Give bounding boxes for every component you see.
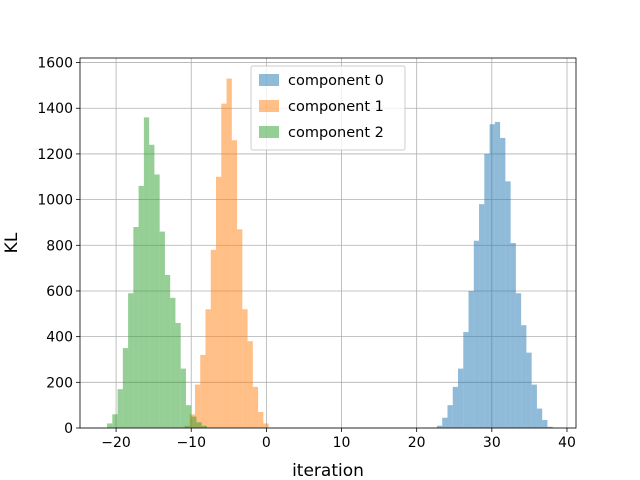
x-tick-label: 30 [483, 435, 501, 451]
bar-component-2 [143, 117, 150, 428]
y-tick-label: 0 [64, 421, 73, 437]
bar-component-0 [447, 405, 453, 428]
bar-component-0 [463, 332, 469, 428]
bar-component-0 [436, 425, 443, 428]
bar-component-0 [458, 368, 464, 428]
bar-component-0 [510, 243, 516, 428]
bar-component-0 [442, 417, 448, 428]
bar-component-1 [194, 384, 201, 428]
x-tick-label: 0 [262, 435, 271, 451]
bar-component-0 [479, 204, 485, 428]
axis-ticks: −20 −10 0 10 20 30 400200400600800100012001400… [37, 56, 576, 451]
bar-component-1 [221, 103, 227, 428]
bar-component-2 [191, 416, 197, 428]
bar-component-2 [122, 348, 129, 428]
bar-component-1 [216, 176, 222, 428]
legend-swatch-2 [259, 126, 279, 138]
bar-component-1 [200, 354, 206, 428]
bar-component-2 [149, 144, 155, 428]
bar-component-0 [484, 153, 490, 429]
x-tick-label: 10 [333, 435, 351, 451]
bar-component-1 [263, 423, 269, 428]
bar-component-0 [468, 290, 474, 428]
bar-component-1 [210, 249, 217, 428]
y-tick-label: 1600 [37, 56, 73, 72]
bar-component-0 [500, 137, 506, 428]
y-tick-label: 600 [46, 284, 73, 300]
bar-component-0 [494, 121, 501, 428]
bar-component-0 [489, 124, 495, 429]
bar-component-2 [196, 422, 202, 428]
bar-component-2 [159, 231, 165, 428]
bar-component-0 [452, 386, 459, 428]
x-tick-label: 20 [408, 435, 426, 451]
bar-component-0 [547, 426, 553, 428]
bar-component-1 [258, 412, 264, 428]
bar-component-2 [175, 322, 181, 428]
bar-component-0 [536, 408, 543, 428]
y-tick-label: 1400 [37, 101, 73, 117]
legend-label-1: component 1 [288, 99, 384, 115]
bar-component-1 [252, 386, 259, 428]
legend-swatch-0 [259, 74, 279, 86]
bar-component-0 [542, 420, 548, 428]
bar-component-1 [242, 309, 248, 428]
y-tick-label: 800 [46, 238, 73, 254]
bar-component-2 [133, 227, 139, 428]
legend-label-0: component 0 [288, 73, 384, 89]
bar-component-1 [247, 341, 253, 428]
bar-component-0 [531, 384, 537, 428]
x-tick-label: 40 [558, 435, 576, 451]
y-tick-label: 400 [46, 330, 73, 346]
legend-box [250, 65, 406, 151]
bar-component-0 [521, 325, 527, 428]
bar-component-2 [154, 174, 160, 428]
x-tick-label: −10 [176, 435, 206, 451]
bar-component-0 [473, 240, 480, 428]
legend-swatch-1 [259, 100, 279, 112]
bar-component-2 [128, 293, 134, 428]
histogram-bars [107, 78, 553, 429]
x-tick-label: −20 [101, 435, 131, 451]
y-tick-label: 200 [46, 375, 73, 391]
bar-component-1 [226, 78, 232, 429]
bar-component-2 [112, 414, 118, 428]
bar-component-2 [185, 405, 192, 428]
x-axis-label: iteration [292, 461, 364, 480]
bar-component-2 [107, 423, 113, 428]
bar-component-2 [138, 185, 144, 428]
bar-component-2 [170, 297, 176, 428]
bar-component-0 [526, 352, 532, 428]
bar-component-0 [505, 181, 511, 428]
bar-component-1 [231, 140, 238, 428]
bar-component-2 [164, 274, 171, 428]
y-tick-label: 1200 [37, 147, 73, 163]
bar-component-2 [117, 389, 123, 428]
bar-component-1 [205, 309, 211, 428]
legend: component 0 component 1 component 2 [250, 65, 406, 151]
bar-component-2 [201, 425, 208, 428]
plot-frame [79, 57, 577, 429]
bar-component-0 [515, 293, 522, 428]
bar-component-2 [180, 368, 186, 428]
legend-label-2: component 2 [288, 125, 384, 141]
y-tick-label: 1000 [37, 193, 73, 209]
bar-component-1 [237, 229, 243, 428]
y-axis-label: KL [2, 232, 22, 253]
